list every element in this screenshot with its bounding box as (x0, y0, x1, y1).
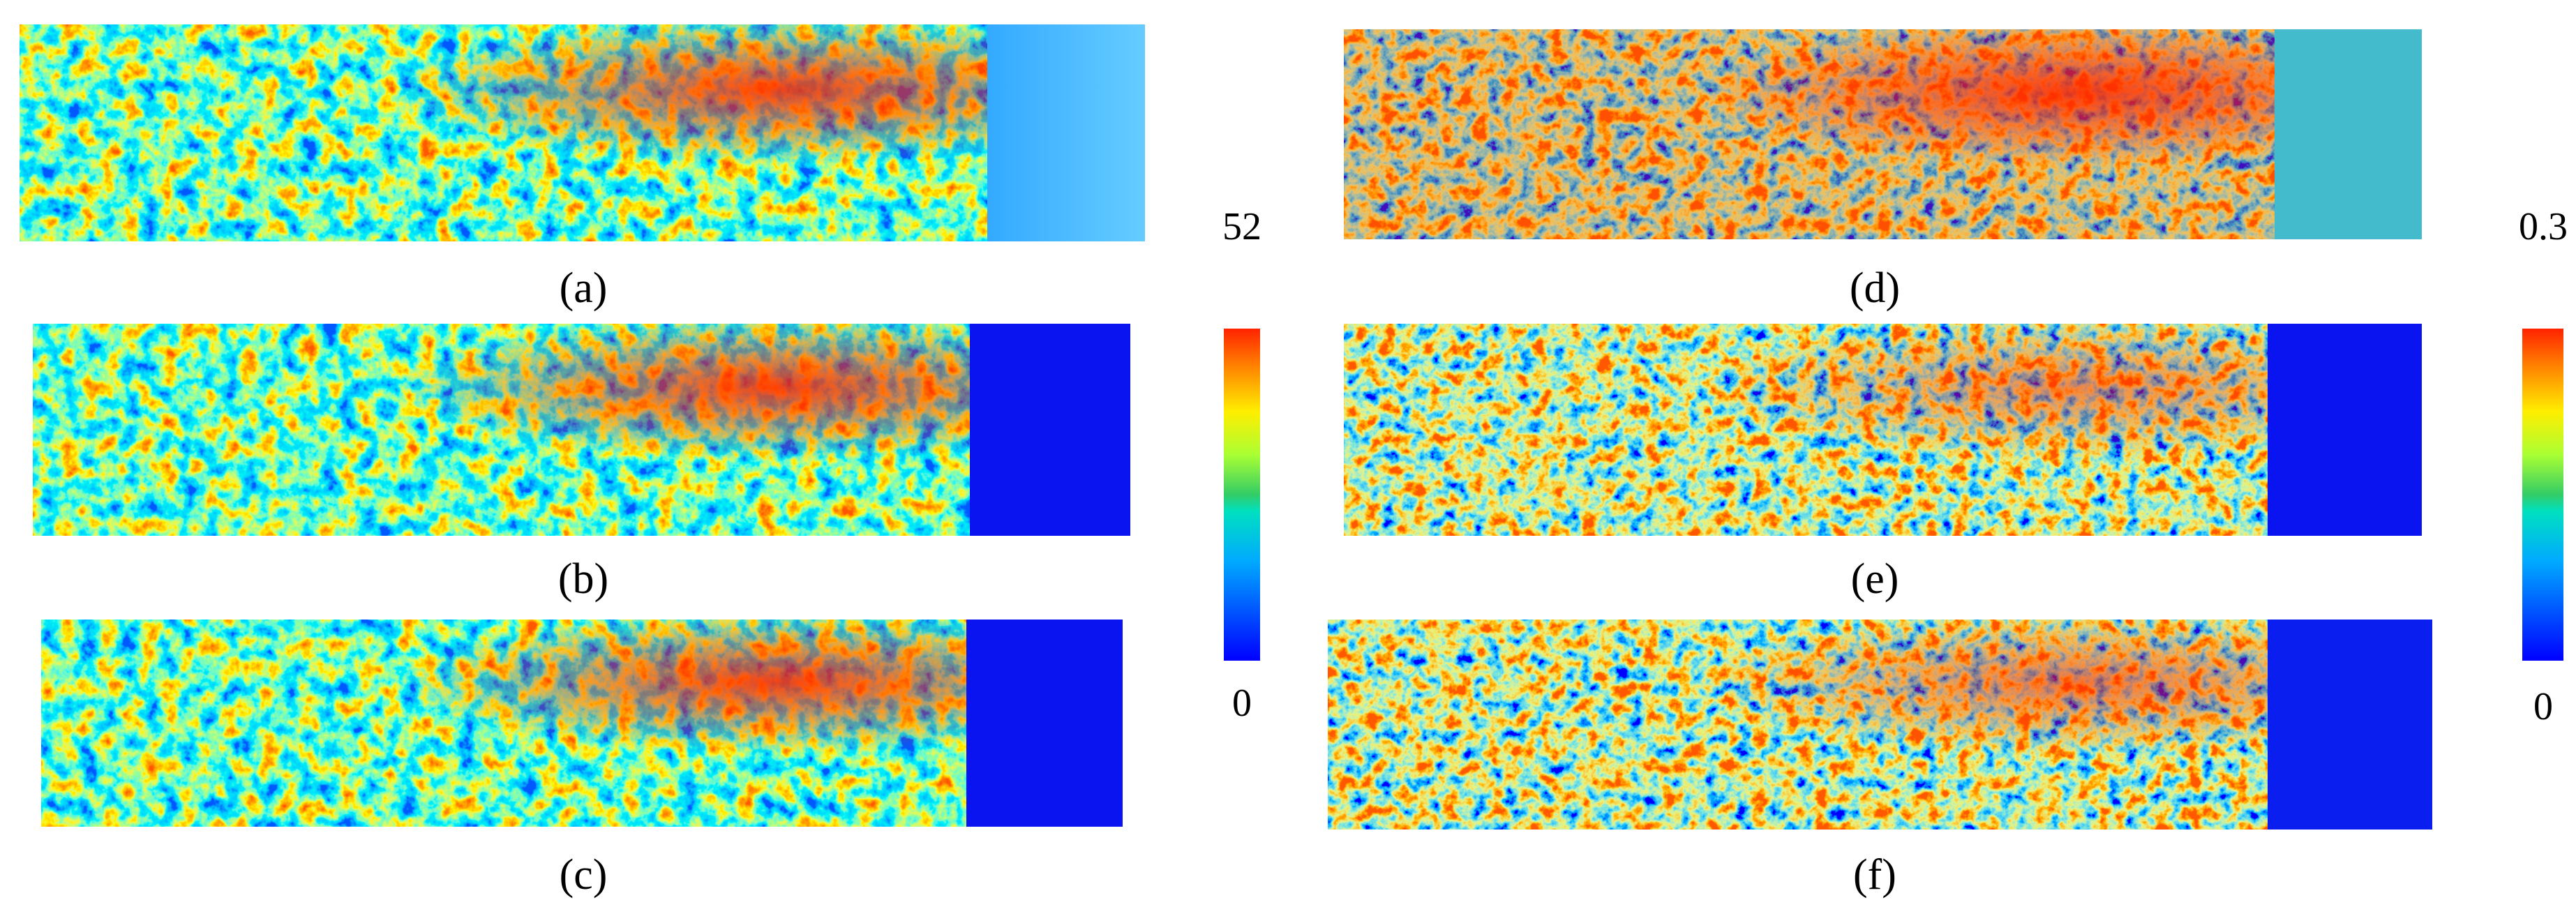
panel-label: (c) (560, 851, 608, 899)
panel-d (1344, 29, 2422, 239)
sea-region (987, 24, 1145, 241)
heatmap-overlay (1344, 29, 2422, 239)
sea-region (2268, 620, 2432, 830)
heatmap-overlay (1344, 324, 2422, 536)
panel-b (33, 324, 1130, 536)
colorbar: 0.3 0 (2519, 205, 2568, 728)
heatmap-overlay (1328, 620, 2432, 830)
sea-region (966, 620, 1123, 827)
heatmap-overlay (33, 324, 1130, 536)
colorbar-min: 0 (1232, 682, 1252, 725)
panel-label: (f) (1853, 851, 1896, 899)
panel-label: (a) (560, 264, 608, 312)
sea-region (2275, 29, 2422, 239)
panel-label: (e) (1851, 555, 1899, 603)
colorbar: 52 0 (1222, 205, 1261, 725)
colorbar-gradient (2522, 329, 2563, 661)
heatmap-overlay (41, 620, 1123, 827)
panel-c (41, 620, 1123, 827)
panel-f (1328, 620, 2432, 830)
panel-e (1344, 324, 2422, 536)
colorbar-min: 0 (2533, 685, 2553, 728)
colorbar-max: 0.3 (2519, 205, 2568, 248)
heatmap-tint (1344, 29, 2422, 239)
panel-a (20, 24, 1145, 241)
sea-region (970, 324, 1130, 536)
sea-region (2268, 324, 2422, 536)
heatmap-overlay (20, 24, 1145, 241)
colorbar-max: 52 (1222, 205, 1261, 248)
panel-label: (d) (1850, 264, 1900, 312)
colorbar-gradient (1224, 329, 1260, 661)
panel-label: (b) (558, 555, 608, 603)
